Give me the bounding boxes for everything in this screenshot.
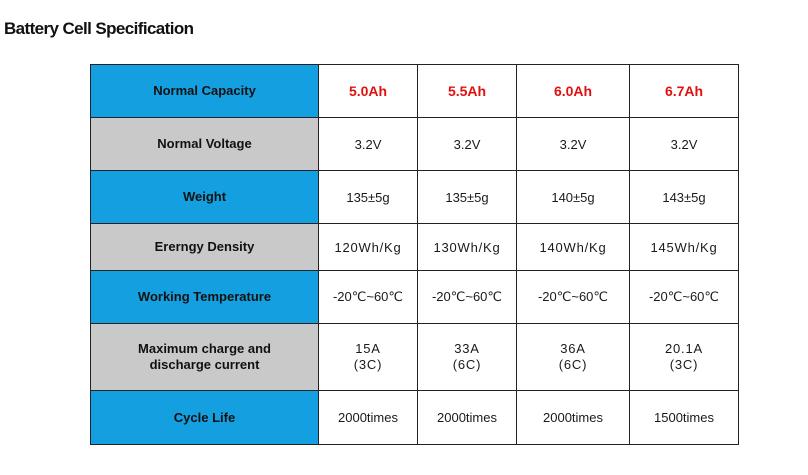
capacity-cell: 5.0Ah xyxy=(318,64,418,118)
c-rate-value: (3C) xyxy=(353,357,383,372)
weight-cell: 140±5g xyxy=(516,170,630,224)
capacity-cell: 5.5Ah xyxy=(417,64,517,118)
row-header-current: Maximum charge and discharge current xyxy=(90,323,319,391)
row-header-voltage: Normal Voltage xyxy=(90,117,319,171)
capacity-cell: 6.0Ah xyxy=(516,64,630,118)
current-value: 36A xyxy=(560,341,586,356)
temperature-cell: -20℃~60℃ xyxy=(629,270,739,324)
table-row-temperature: Working Temperature -20℃~60℃ -20℃~60℃ -2… xyxy=(90,270,739,324)
page-title: Battery Cell Specification xyxy=(4,19,194,38)
c-rate-value: (6C) xyxy=(558,357,588,372)
table-row-cycle-life: Cycle Life 2000times 2000times 2000times… xyxy=(90,390,739,445)
voltage-cell: 3.2V xyxy=(516,117,630,171)
weight-cell: 143±5g xyxy=(629,170,739,224)
row-header-line: Maximum charge and xyxy=(138,341,271,356)
current-cell: 36A (6C) xyxy=(516,323,630,391)
capacity-cell: 6.7Ah xyxy=(629,64,739,118)
energy-density-cell: 145Wh/Kg xyxy=(629,223,739,271)
voltage-cell: 3.2V xyxy=(318,117,418,171)
row-header-cycle-life: Cycle Life xyxy=(90,390,319,445)
current-cell: 20.1A (3C) xyxy=(629,323,739,391)
current-value: 15A xyxy=(355,341,381,356)
row-header-line: discharge current xyxy=(149,357,260,372)
voltage-cell: 3.2V xyxy=(417,117,517,171)
table-row-current: Maximum charge and discharge current 15A… xyxy=(90,323,739,391)
row-header-energy-density: Ererngy Density xyxy=(90,223,319,271)
row-header-weight: Weight xyxy=(90,170,319,224)
row-header-temperature: Working Temperature xyxy=(90,270,319,324)
c-rate-value: (6C) xyxy=(452,357,482,372)
current-cell: 33A (6C) xyxy=(417,323,517,391)
spec-table: Normal Capacity 5.0Ah 5.5Ah 6.0Ah 6.7Ah … xyxy=(90,64,739,445)
c-rate-value: (3C) xyxy=(669,357,699,372)
table-row-voltage: Normal Voltage 3.2V 3.2V 3.2V 3.2V xyxy=(90,117,739,171)
voltage-cell: 3.2V xyxy=(629,117,739,171)
current-value: 33A xyxy=(454,341,480,356)
weight-cell: 135±5g xyxy=(318,170,418,224)
weight-cell: 135±5g xyxy=(417,170,517,224)
energy-density-cell: 120Wh/Kg xyxy=(318,223,418,271)
current-value: 20.1A xyxy=(665,341,703,356)
cycle-life-cell: 2000times xyxy=(516,390,630,445)
cycle-life-cell: 2000times xyxy=(417,390,517,445)
temperature-cell: -20℃~60℃ xyxy=(516,270,630,324)
temperature-cell: -20℃~60℃ xyxy=(417,270,517,324)
table-row-capacity: Normal Capacity 5.0Ah 5.5Ah 6.0Ah 6.7Ah xyxy=(90,64,739,118)
energy-density-cell: 130Wh/Kg xyxy=(417,223,517,271)
row-header-capacity: Normal Capacity xyxy=(90,64,319,118)
energy-density-cell: 140Wh/Kg xyxy=(516,223,630,271)
cycle-life-cell: 1500times xyxy=(629,390,739,445)
cycle-life-cell: 2000times xyxy=(318,390,418,445)
table-row-energy-density: Ererngy Density 120Wh/Kg 130Wh/Kg 140Wh/… xyxy=(90,223,739,271)
table-row-weight: Weight 135±5g 135±5g 140±5g 143±5g xyxy=(90,170,739,224)
temperature-cell: -20℃~60℃ xyxy=(318,270,418,324)
current-cell: 15A (3C) xyxy=(318,323,418,391)
